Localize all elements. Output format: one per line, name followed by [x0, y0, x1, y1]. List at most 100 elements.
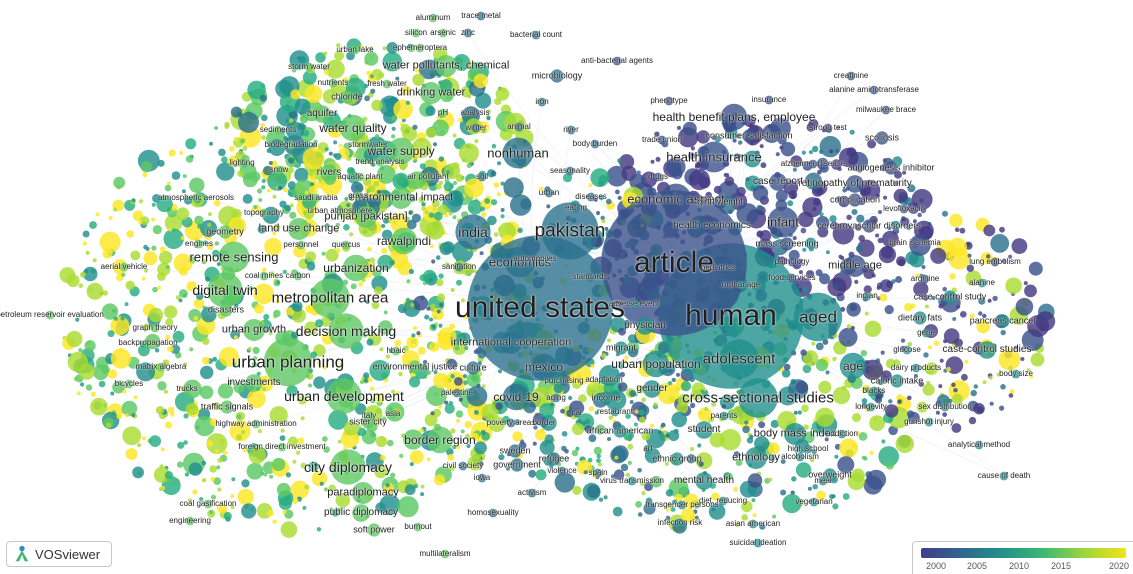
- term-node[interactable]: [539, 418, 549, 428]
- term-node[interactable]: [164, 471, 174, 480]
- term-node[interactable]: [657, 135, 667, 145]
- term-node[interactable]: [943, 290, 957, 304]
- term-node[interactable]: [130, 250, 141, 261]
- term-node[interactable]: [477, 361, 482, 366]
- term-node[interactable]: [214, 449, 220, 454]
- term-node[interactable]: [210, 476, 215, 482]
- term-node[interactable]: [277, 185, 283, 191]
- term-node[interactable]: [798, 270, 803, 275]
- term-node[interactable]: [840, 306, 846, 312]
- term-node[interactable]: [86, 282, 104, 300]
- term-node[interactable]: [382, 51, 403, 72]
- term-node[interactable]: [752, 185, 769, 201]
- term-node[interactable]: [897, 399, 902, 404]
- term-node[interactable]: [387, 137, 415, 165]
- term-node[interactable]: [320, 164, 338, 182]
- term-node[interactable]: [285, 472, 291, 478]
- term-node[interactable]: [839, 438, 859, 458]
- term-node[interactable]: [263, 337, 313, 387]
- term-node[interactable]: [744, 150, 761, 168]
- term-node[interactable]: [977, 278, 987, 288]
- term-node[interactable]: [514, 418, 521, 425]
- term-node[interactable]: [1009, 389, 1015, 394]
- term-node[interactable]: [439, 242, 453, 256]
- term-node[interactable]: [736, 280, 746, 290]
- term-node[interactable]: [209, 141, 213, 146]
- term-node[interactable]: [598, 194, 605, 201]
- term-node[interactable]: [670, 506, 676, 512]
- term-node[interactable]: [644, 482, 653, 492]
- term-node[interactable]: [352, 152, 358, 158]
- term-node[interactable]: [136, 362, 156, 382]
- term-node[interactable]: [213, 477, 222, 485]
- term-node[interactable]: [300, 124, 307, 130]
- term-node[interactable]: [183, 196, 193, 205]
- term-node[interactable]: [952, 393, 963, 405]
- term-node[interactable]: [391, 389, 396, 394]
- term-node[interactable]: [280, 521, 298, 538]
- term-node[interactable]: [233, 335, 238, 340]
- term-node[interactable]: [319, 481, 324, 486]
- term-node[interactable]: [125, 448, 138, 460]
- term-node[interactable]: [408, 210, 413, 215]
- term-node[interactable]: [261, 135, 266, 141]
- term-node[interactable]: [449, 465, 455, 472]
- term-node[interactable]: [481, 128, 486, 133]
- term-node[interactable]: [178, 266, 188, 276]
- term-node[interactable]: [286, 385, 298, 397]
- term-node[interactable]: [703, 217, 721, 235]
- term-node[interactable]: [759, 230, 772, 242]
- term-node[interactable]: [544, 188, 554, 198]
- term-node[interactable]: [369, 360, 391, 381]
- term-node[interactable]: [408, 268, 414, 275]
- term-node[interactable]: [967, 253, 972, 258]
- term-node[interactable]: [370, 88, 376, 94]
- term-node[interactable]: [736, 134, 741, 139]
- term-node[interactable]: [99, 231, 121, 253]
- term-node[interactable]: [780, 489, 787, 496]
- term-node[interactable]: [133, 395, 138, 400]
- term-node[interactable]: [140, 161, 152, 173]
- term-node[interactable]: [337, 439, 342, 444]
- term-node[interactable]: [264, 237, 282, 256]
- term-node[interactable]: [564, 449, 569, 454]
- term-node[interactable]: [634, 409, 639, 414]
- term-node[interactable]: [257, 224, 267, 234]
- term-node[interactable]: [289, 50, 310, 70]
- term-node[interactable]: [714, 135, 722, 143]
- term-node[interactable]: [607, 338, 611, 343]
- term-node[interactable]: [272, 231, 277, 236]
- term-node[interactable]: [288, 110, 298, 119]
- term-node[interactable]: [855, 431, 861, 436]
- term-node[interactable]: [809, 457, 815, 463]
- term-node[interactable]: [325, 59, 345, 79]
- term-node[interactable]: [720, 103, 748, 131]
- term-node[interactable]: [474, 139, 479, 144]
- term-node[interactable]: [704, 406, 709, 411]
- term-node[interactable]: [875, 233, 880, 238]
- term-node[interactable]: [484, 198, 491, 204]
- term-node[interactable]: [290, 89, 301, 100]
- term-node[interactable]: [200, 220, 218, 237]
- term-node[interactable]: [481, 212, 487, 218]
- term-node[interactable]: [382, 416, 387, 421]
- term-node[interactable]: [610, 391, 621, 402]
- term-node[interactable]: [444, 400, 449, 405]
- term-node[interactable]: [254, 304, 264, 314]
- term-node[interactable]: [802, 364, 812, 374]
- term-node[interactable]: [600, 352, 607, 359]
- term-node[interactable]: [325, 223, 329, 228]
- term-node[interactable]: [952, 317, 957, 321]
- term-node[interactable]: [488, 508, 498, 518]
- term-node[interactable]: [562, 173, 573, 183]
- term-node[interactable]: [804, 172, 823, 190]
- term-node[interactable]: [452, 215, 457, 220]
- term-node[interactable]: [471, 432, 480, 442]
- term-node[interactable]: [140, 216, 150, 226]
- term-node[interactable]: [949, 213, 963, 228]
- term-node[interactable]: [855, 245, 863, 253]
- term-node[interactable]: [313, 376, 326, 389]
- term-node[interactable]: [167, 406, 175, 414]
- term-node[interactable]: [627, 346, 639, 358]
- term-node[interactable]: [122, 426, 142, 446]
